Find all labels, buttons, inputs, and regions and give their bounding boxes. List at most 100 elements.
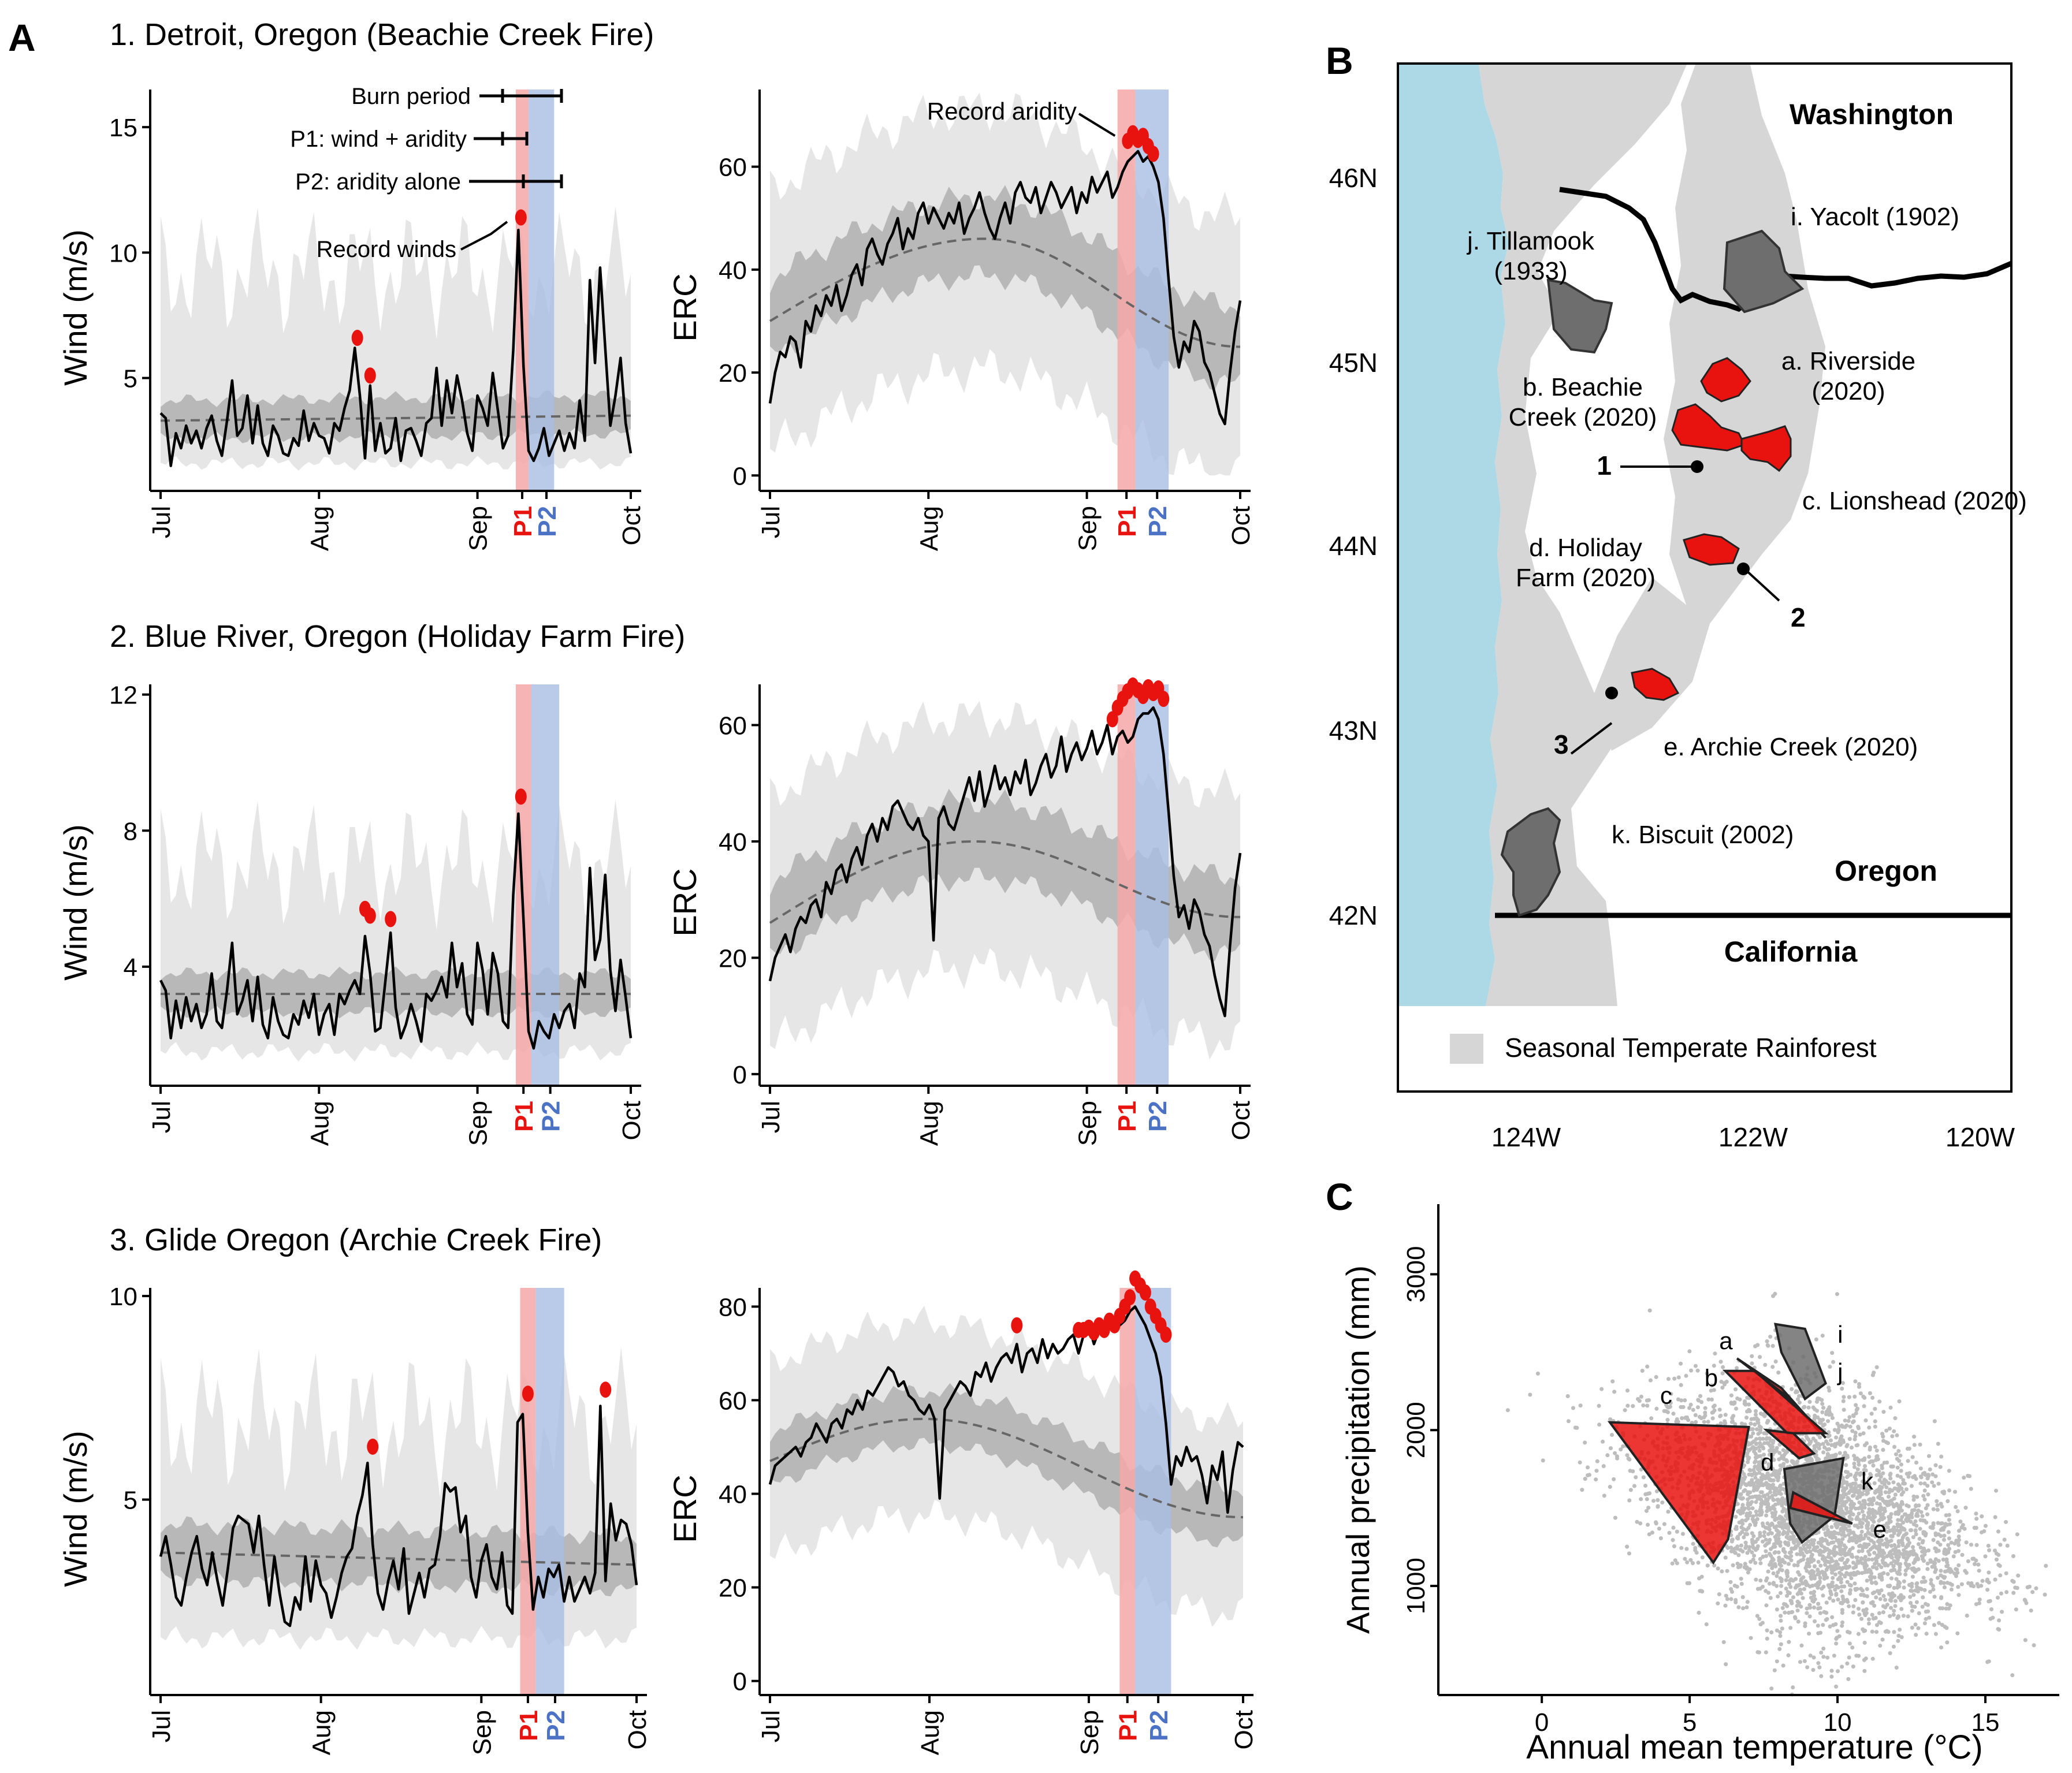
town-1-label: 1	[1597, 450, 1612, 481]
fire-label-holiday-farm: d. Holiday Farm (2020)	[1516, 534, 1656, 592]
fire-lionshead	[1740, 425, 1792, 472]
p2-band	[1135, 1288, 1171, 1695]
x-tick-label-p1: P1	[515, 1710, 543, 1741]
record-point	[522, 1385, 534, 1402]
p2-bracket	[469, 174, 563, 188]
observed-series-line	[159, 1405, 638, 1627]
fire-label-line: b. Beachie	[1523, 373, 1643, 401]
y-tick-label: 1000	[1402, 1558, 1430, 1614]
record-point	[1147, 146, 1159, 162]
record-point	[1158, 691, 1170, 707]
record-winds-label: Record winds	[317, 237, 456, 262]
y-tick-label: 5	[124, 365, 137, 393]
fire-archie-creek	[1631, 668, 1680, 701]
observed-series-line	[159, 812, 633, 1050]
map-x-tick-label: 122W	[1718, 1122, 1788, 1152]
rainforest-region	[1479, 65, 1687, 1006]
record-point	[1106, 711, 1118, 728]
fire-yacolt	[1723, 229, 1805, 314]
x-tick-label-jul: Jul	[147, 1710, 176, 1742]
y-tick-label: 8	[124, 817, 137, 845]
p1-band	[1117, 90, 1136, 491]
y-axis-title: ERC	[667, 273, 703, 341]
fire-label-lionshead: c. Lionshead (2020)	[1802, 487, 2027, 515]
x-tick-label-p2: P2	[537, 1101, 566, 1132]
y-tick-label: 40	[719, 256, 747, 285]
fire-label-line: (2020)	[1811, 377, 1885, 405]
y-tick-label: 60	[719, 712, 747, 740]
record-point	[1124, 1289, 1136, 1306]
map-x-tick-label: 124W	[1491, 1122, 1561, 1152]
map-panel: 1 2 3 Washington Oregon California i. Ya…	[1329, 62, 2027, 1152]
x-tick-label-jul: Jul	[757, 1101, 785, 1133]
polygon-label-e: e	[1873, 1515, 1887, 1543]
map-y-tick-label: 42N	[1329, 900, 1378, 930]
map-y-tick-label: 44N	[1329, 531, 1378, 561]
y-tick-label: 10	[109, 1283, 137, 1311]
x-axis-title: Annual mean temperature (°C)	[1526, 1729, 1982, 1766]
x-tick-label-p2: P2	[1144, 506, 1172, 537]
p2-definition-label: P2: aridity alone	[295, 169, 461, 195]
fire-label-biscuit: k. Biscuit (2002)	[1612, 821, 1794, 849]
rainforest-region-east	[1664, 65, 1825, 624]
climatology-mean-line	[769, 1417, 1244, 1519]
record-point	[1011, 1317, 1023, 1334]
x-tick-label-p1: P1	[1114, 1710, 1143, 1741]
fire-tillamook	[1546, 278, 1613, 354]
fire-holiday-farm	[1683, 533, 1740, 566]
row-title-1: 1. Detroit, Oregon (Beachie Creek Fire)	[110, 17, 654, 52]
erc-chart-blue-river: 0 20 40 60 ERC Jul Aug Sep Oct P1 P2	[667, 677, 1255, 1146]
fire-label-yacolt: i. Yacolt (1902)	[1791, 203, 1959, 231]
fire-label-riverside: a. Riverside (2020)	[1781, 347, 1915, 405]
observed-series-line	[159, 229, 633, 467]
y-axis-title: Wind (m/s)	[57, 1431, 94, 1587]
x-tick-label-jul: Jul	[147, 506, 176, 538]
p2-band	[531, 684, 560, 1086]
x-tick-label-aug: Aug	[306, 1101, 334, 1146]
x-tick-label-p2: P2	[1145, 1710, 1173, 1741]
observed-series-line	[768, 1305, 1244, 1514]
x-tick-label-jul: Jul	[757, 1710, 785, 1742]
town-2-pointer	[1743, 568, 1780, 602]
outer-range-band	[161, 1347, 637, 1650]
panel-label-b: B	[1326, 39, 1353, 82]
record-point	[515, 209, 527, 226]
climatology-mean-line	[160, 1551, 637, 1566]
fire-label-line: a. Riverside	[1781, 347, 1915, 375]
y-tick-label: 60	[719, 1387, 747, 1415]
row-title-3: 3. Glide Oregon (Archie Creek Fire)	[110, 1223, 602, 1257]
p1-band	[520, 1288, 536, 1695]
polygon-label-a: a	[1719, 1327, 1733, 1354]
climate-polygon-c	[1607, 1421, 1750, 1565]
town-2-label: 2	[1791, 602, 1806, 632]
burn-period-annotations: Burn period P1: wind + aridity P2: aridi…	[290, 84, 563, 262]
climatology-mean-line	[769, 237, 1241, 348]
p2-band	[1135, 684, 1169, 1086]
y-tick-label: 0	[733, 1668, 747, 1696]
record-point	[364, 367, 376, 384]
record-point	[351, 330, 363, 347]
x-tick-label-sep: Sep	[1074, 1101, 1102, 1146]
climate-polygon-k	[1783, 1457, 1845, 1544]
y-tick-label: 40	[719, 828, 747, 856]
map-axis: 124W 122W 120W 42N 43N 44N 45N 46N	[1329, 163, 2015, 1152]
y-tick-label: 20	[719, 359, 747, 388]
x-tick-label-oct: Oct	[623, 1710, 652, 1749]
row-title-2: 2. Blue River, Oregon (Holiday Farm Fire…	[110, 619, 685, 654]
panel-label-a: A	[8, 16, 36, 59]
y-tick-label: 0	[733, 462, 747, 490]
legend-swatch	[1450, 1034, 1483, 1064]
polygon-label-b: b	[1705, 1365, 1718, 1392]
scatter-points	[1505, 1291, 2048, 1697]
climatology-mean-line	[160, 414, 631, 422]
legend-label: Seasonal Temperate Rainforest	[1505, 1033, 1877, 1063]
x-tick-label-p1: P1	[1113, 1101, 1141, 1132]
x-tick-label-aug: Aug	[306, 506, 334, 551]
climate-polygon-d	[1762, 1428, 1816, 1460]
x-tick-label-jul: Jul	[757, 506, 785, 538]
x-tick-label-aug: Aug	[915, 1101, 943, 1146]
y-axis-title: ERC	[667, 868, 703, 936]
fire-label-line: (1933)	[1494, 257, 1567, 285]
y-tick-label: 60	[719, 154, 747, 182]
